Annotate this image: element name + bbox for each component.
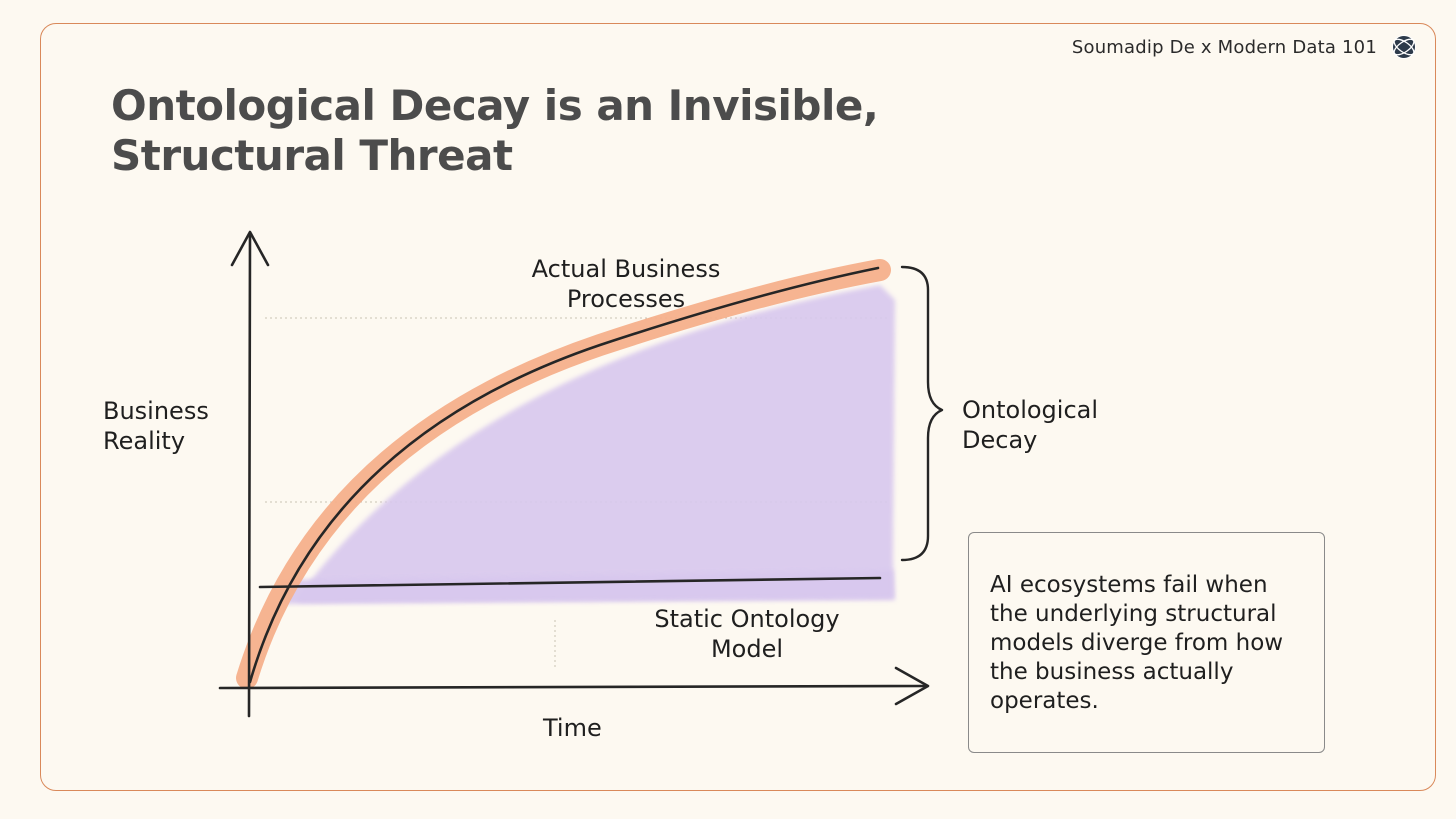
title-line-1: Ontological Decay is an Invisible, (111, 81, 879, 130)
gap-label-line-2: Decay (962, 426, 1038, 454)
static-ontology-line (258, 576, 882, 589)
axes (218, 230, 930, 718)
x-axis-arrowhead (894, 666, 930, 706)
decay-gap-fill (296, 285, 895, 602)
curve-label: Actual Business Processes (518, 254, 734, 314)
callout-box: AI ecosystems fail when the underlying s… (968, 532, 1325, 753)
baseline-label-line-2: Model (710, 635, 784, 663)
curve-label-line-1: Actual Business (531, 255, 721, 283)
callout-text: AI ecosystems fail when the underlying s… (990, 572, 1284, 714)
y-axis-arrowhead (230, 230, 270, 267)
slide-title: Ontological Decay is an Invisible, Struc… (111, 81, 879, 181)
baseline-label-line-1: Static Ontology (654, 605, 840, 633)
x-axis-label: Time (543, 713, 602, 743)
baseline-label: Static Ontology Model (637, 604, 857, 664)
x-axis-label-text: Time (543, 714, 602, 742)
y-axis-label: Business Reality (103, 396, 209, 456)
x-axis (218, 684, 927, 690)
baseline-fill-band (280, 570, 893, 604)
brand-text: Soumadip De x Modern Data 101 (1071, 36, 1377, 58)
slide-frame: Soumadip De x Modern Data 101 Ontologica… (40, 23, 1436, 791)
curve-label-line-2: Processes (566, 285, 686, 313)
gap-label-line-1: Ontological (962, 396, 1099, 424)
y-axis (247, 233, 252, 718)
decay-brace (900, 265, 944, 562)
gap-label: Ontological Decay (962, 395, 1098, 455)
actual-business-curve (248, 266, 880, 684)
globe-icon (1392, 35, 1416, 59)
brand: Soumadip De x Modern Data 101 (1072, 34, 1417, 60)
y-axis-label-line-1: Business (103, 397, 209, 425)
title-line-2: Structural Threat (111, 131, 513, 180)
y-axis-label-line-2: Reality (103, 427, 186, 455)
